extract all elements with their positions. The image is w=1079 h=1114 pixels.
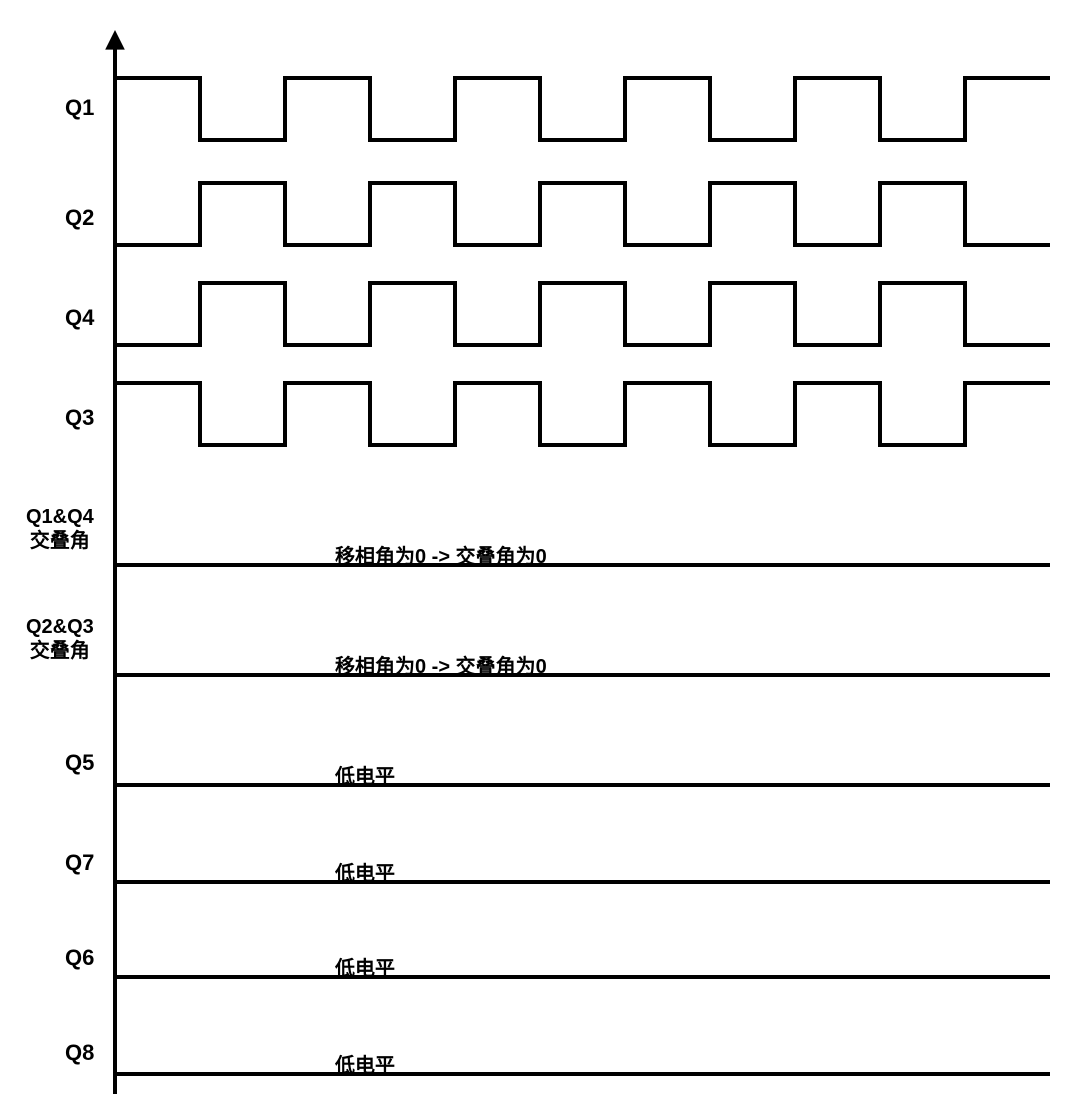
annotation-q1q4overlap: 移相角为0 -> 交叠角为0 [335,540,547,569]
row-label-q5: Q5 [65,750,94,776]
waveform-q4 [115,283,1050,345]
row-label-q1: Q1 [65,95,94,121]
y-axis-arrow-icon [105,30,125,50]
waveform-q1 [115,78,1050,140]
row-label-q3: Q3 [65,405,94,431]
annotation-q5: 低电平 [335,760,395,789]
timing-diagram: Q1 Q2 Q4 Q3 Q1&Q4 交叠角移相角为0 -> 交叠角为0 Q2&Q3 交叠角… [20,20,1059,1094]
annotation-q7: 低电平 [335,857,395,886]
row-label-q1q4overlap: Q1&Q4 交叠角 [26,505,94,553]
row-label-q8: Q8 [65,1040,94,1066]
waveform-q2 [115,183,1050,245]
annotation-q6: 低电平 [335,952,395,981]
row-label-q7: Q7 [65,850,94,876]
row-label-q2q3overlap: Q2&Q3 交叠角 [26,615,94,663]
annotation-q8: 低电平 [335,1049,395,1078]
row-label-q4: Q4 [65,305,94,331]
waveform-q3 [115,383,1050,445]
row-label-q2: Q2 [65,205,94,231]
annotation-q2q3overlap: 移相角为0 -> 交叠角为0 [335,650,547,679]
row-label-q6: Q6 [65,945,94,971]
